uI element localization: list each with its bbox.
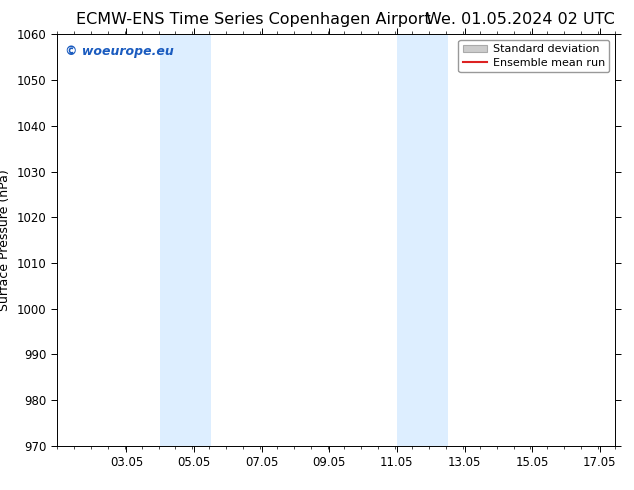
Bar xyxy=(160,34,211,446)
Y-axis label: Surface Pressure (hPa): Surface Pressure (hPa) xyxy=(0,169,11,311)
Bar xyxy=(397,34,448,446)
Legend: Standard deviation, Ensemble mean run: Standard deviation, Ensemble mean run xyxy=(458,40,609,72)
Text: © woeurope.eu: © woeurope.eu xyxy=(65,45,174,58)
Text: ECMW-ENS Time Series Copenhagen Airport: ECMW-ENS Time Series Copenhagen Airport xyxy=(76,12,431,27)
Text: We. 01.05.2024 02 UTC: We. 01.05.2024 02 UTC xyxy=(426,12,615,27)
